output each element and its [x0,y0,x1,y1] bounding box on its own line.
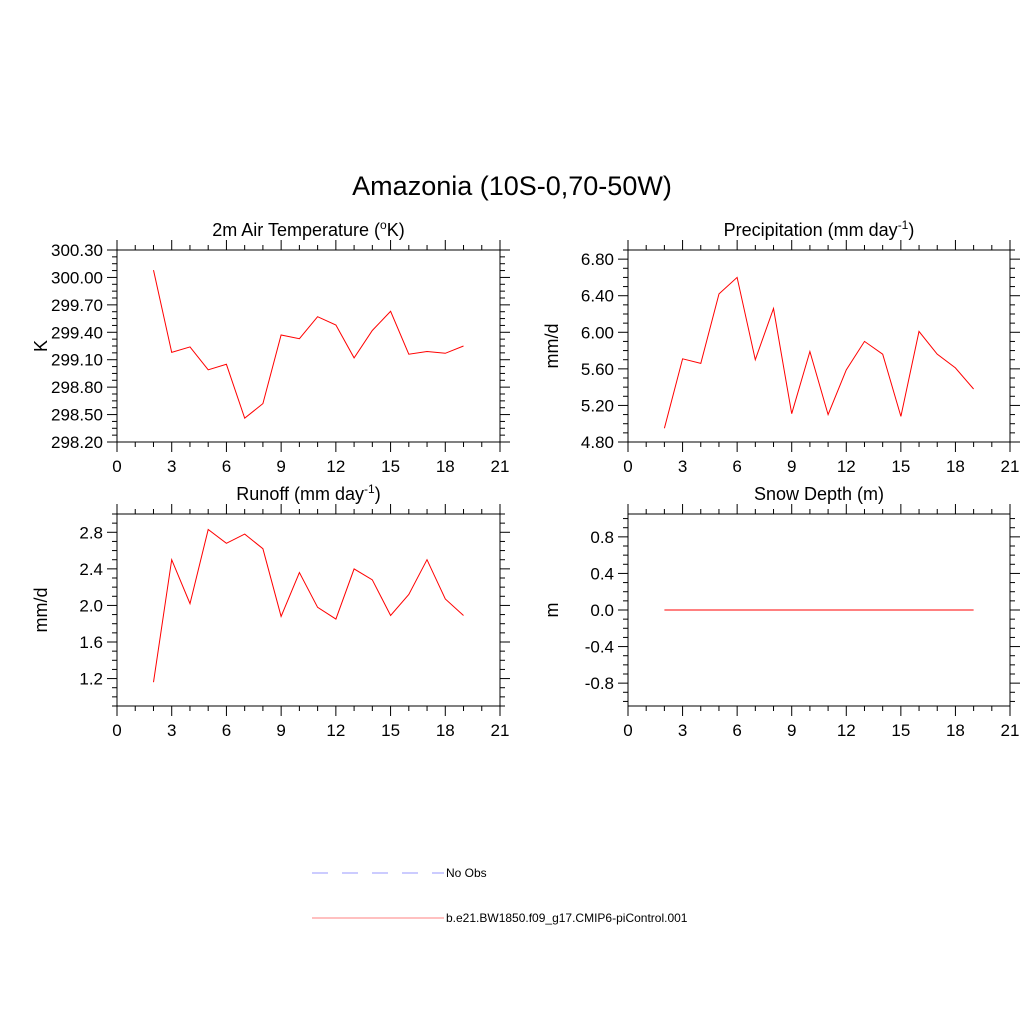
x-tick-label: 21 [1001,721,1020,740]
y-tick-label: 2.4 [79,560,103,579]
plot-frame [116,513,501,707]
panel-title-superscript: -1 [364,482,375,496]
panel-title-superscript: o [380,218,387,232]
x-tick-label: 0 [623,457,632,476]
x-tick-label: 18 [436,457,455,476]
legend-label-model: b.e21.BW1850.f09_g17.CMIP6-piControl.001 [446,911,688,925]
y-tick-label: 4.80 [581,433,614,452]
x-tick-label: 21 [491,721,510,740]
x-tick-label: 18 [436,721,455,740]
x-tick-label: 3 [167,721,176,740]
y-tick-label: 0.8 [590,528,614,547]
x-tick-label: 12 [837,457,856,476]
y-tick-label: 299.40 [51,323,103,342]
y-tick-label: 5.20 [581,396,614,415]
y-tick-label: 298.80 [51,378,103,397]
x-tick-label: 9 [787,457,796,476]
x-tick-label: 15 [381,721,400,740]
y-tick-label: 0.0 [590,601,614,620]
x-tick-label: 6 [222,457,231,476]
plot-frame [116,249,501,443]
panel-title: Snow Depth (m) [754,484,884,504]
y-tick-label: 0.4 [590,564,614,583]
y-tick-label: 6.80 [581,250,614,269]
x-tick-label: 0 [112,457,121,476]
legend-label-no-obs: No Obs [446,866,487,880]
y-axis-label: mm/d [542,324,562,369]
x-tick-label: 6 [732,721,741,740]
y-tick-label: 1.6 [79,633,103,652]
x-tick-label: 12 [326,457,345,476]
x-tick-label: 9 [276,721,285,740]
x-tick-label: 21 [491,457,510,476]
y-tick-label: 299.10 [51,351,103,370]
panel-temperature: 0 3 6 9 12 15 18 21 298.20 298.50 298.80 299.10 299.… [31,218,510,476]
x-tick-label: 9 [787,721,796,740]
x-tick-label: 3 [678,457,687,476]
panel-title-tail: K) [387,220,405,240]
x-tick-label: 15 [381,457,400,476]
y-tick-label: 300.00 [51,268,103,287]
series-line [153,528,464,683]
x-tick-label: 18 [946,721,965,740]
panel-title-text: Runoff (mm day [236,484,364,504]
series-line [153,269,464,420]
series-line [663,276,974,429]
x-tick-label: 6 [732,457,741,476]
y-tick-label: -0.8 [585,674,614,693]
y-tick-label: 6.00 [581,323,614,342]
panel-title-text: Snow Depth (m) [754,484,884,504]
x-tick-label: 0 [623,721,632,740]
x-tick-label: 3 [678,721,687,740]
panel-runoff: 0 3 6 9 12 15 18 21 1.2 1.6 2.0 2.4 2.8 Runoff (mm da… [31,482,510,740]
y-tick-label: 299.70 [51,296,103,315]
y-tick-label: 298.20 [51,433,103,452]
x-tick-label: 15 [891,721,910,740]
panel-title-text: 2m Air Temperature ( [212,220,380,240]
x-tick-label: 18 [946,457,965,476]
panel-precipitation: 0 3 6 9 12 15 18 21 4.80 5.20 5.60 6.00 6.40 6.80 Prec… [542,218,1020,476]
panel-snow-depth: 0 3 6 9 12 15 18 21 -0.8 -0.4 0.0 0.4 0.8 Snow Depth … [542,484,1020,740]
y-tick-label: 2.0 [79,596,103,615]
y-tick-label: 300.30 [51,241,103,260]
panel-title-tail: ) [908,220,914,240]
y-axis-label: mm/d [31,588,51,633]
y-tick-label: 6.40 [581,287,614,306]
legend: No Obs b.e21.BW1850.f09_g17.CMIP6-piCont… [312,866,688,925]
panel-title-text: Precipitation (mm day [724,220,898,240]
y-axis-label: K [31,340,51,352]
y-tick-label: -0.4 [585,638,614,657]
y-tick-label: 1.2 [79,670,103,689]
x-tick-label: 12 [326,721,345,740]
panel-title-tail: ) [375,484,381,504]
x-tick-label: 21 [1001,457,1020,476]
x-tick-label: 6 [222,721,231,740]
panel-title: Precipitation (mm day-1) [724,218,915,240]
x-tick-label: 3 [167,457,176,476]
x-tick-label: 12 [837,721,856,740]
y-tick-label: 5.60 [581,360,614,379]
panel-title: Runoff (mm day-1) [236,482,380,504]
x-tick-label: 15 [891,457,910,476]
panel-title-superscript: -1 [898,218,909,232]
plot-frame [627,249,1011,443]
main-title: Amazonia (10S-0,70-50W) [352,171,672,201]
y-tick-label: 298.50 [51,406,103,425]
y-tick-label: 2.8 [79,523,103,542]
x-tick-label: 0 [112,721,121,740]
panel-title: 2m Air Temperature (oK) [212,218,404,240]
x-tick-label: 9 [276,457,285,476]
y-axis-label: m [542,603,562,618]
